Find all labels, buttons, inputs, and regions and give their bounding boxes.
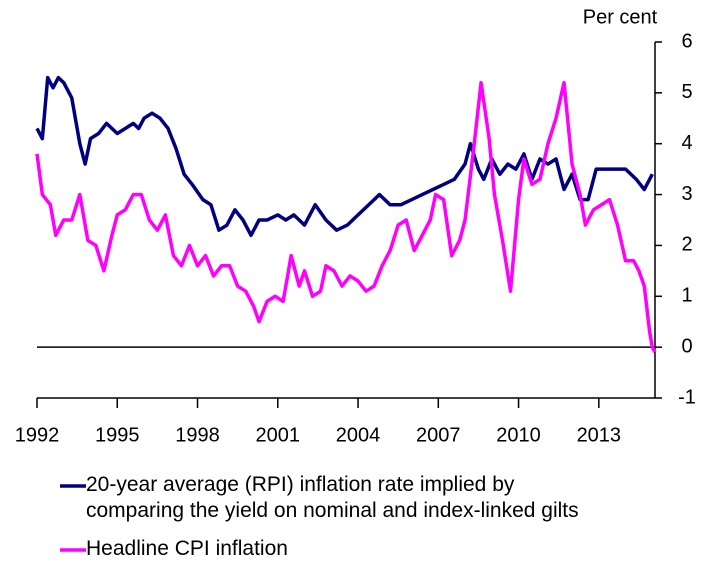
- x-tick-label: 1992: [15, 424, 60, 446]
- x-tick-label: 1998: [175, 424, 220, 446]
- y-tick-label: 4: [681, 132, 692, 154]
- x-tick-label: 2013: [577, 424, 622, 446]
- y-tick-label: 3: [681, 183, 692, 205]
- y-axis-label: Per cent: [583, 6, 658, 28]
- x-tick-label: 2001: [256, 424, 301, 446]
- y-tick-label: 5: [681, 81, 692, 103]
- y-tick-label: 0: [681, 335, 692, 357]
- legend-label: 20-year average (RPI) inflation rate imp…: [86, 473, 579, 522]
- series-line: [35, 75, 654, 238]
- y-tick-label: -1: [678, 386, 696, 408]
- y-tick-label: 1: [681, 285, 692, 307]
- x-tick-label: 1995: [95, 424, 140, 446]
- x-tick-label: 2010: [496, 424, 541, 446]
- y-tick-label: 2: [681, 234, 692, 256]
- x-tick-label: 2004: [336, 424, 381, 446]
- series-line: [35, 80, 657, 354]
- y-tick-label: 6: [681, 30, 692, 52]
- x-tick-label: 2007: [416, 424, 461, 446]
- legend-label: Headline CPI inflation: [86, 537, 288, 560]
